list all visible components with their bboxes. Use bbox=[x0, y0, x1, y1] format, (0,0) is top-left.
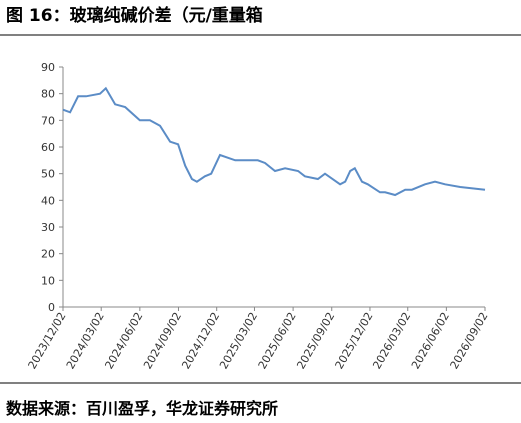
x-tick-label: 2025/09/02 bbox=[294, 310, 337, 371]
x-tick-label: 2025/12/02 bbox=[333, 310, 376, 371]
y-tick-label: 60 bbox=[41, 141, 55, 154]
x-tick-label: 2024/06/02 bbox=[102, 310, 145, 371]
y-tick-label: 20 bbox=[41, 248, 55, 261]
y-tick-label: 90 bbox=[41, 61, 55, 74]
y-tick-label: 50 bbox=[41, 168, 55, 181]
x-tick-label: 2023/12/02 bbox=[26, 310, 69, 371]
y-tick-label: 80 bbox=[41, 88, 55, 101]
x-tick-label: 2024/12/02 bbox=[179, 310, 222, 371]
line bbox=[62, 86, 486, 197]
y-tick-label: 30 bbox=[41, 221, 55, 234]
x-tick-label: 2026/03/02 bbox=[370, 310, 413, 371]
chart-title: 图 16：玻璃纯碱价差（元/重量箱 bbox=[6, 5, 263, 26]
y-tick-label: 0 bbox=[48, 301, 55, 314]
x-tick-label: 2026/09/02 bbox=[448, 310, 491, 371]
y-tick-label: 40 bbox=[41, 194, 55, 207]
x-tick-label: 2026/06/02 bbox=[409, 310, 452, 371]
x-tick-label: 2024/09/02 bbox=[141, 310, 184, 371]
x-tick-label: 2025/06/02 bbox=[256, 310, 299, 371]
source: 数据来源：百川盈孚，华龙证券研究所 bbox=[6, 399, 278, 418]
y-tick-label: 70 bbox=[41, 114, 55, 127]
x-tick-label: 2025/03/02 bbox=[217, 310, 260, 371]
y-tick-label: 10 bbox=[41, 274, 55, 287]
x-tick-label: 2024/03/02 bbox=[64, 310, 107, 371]
